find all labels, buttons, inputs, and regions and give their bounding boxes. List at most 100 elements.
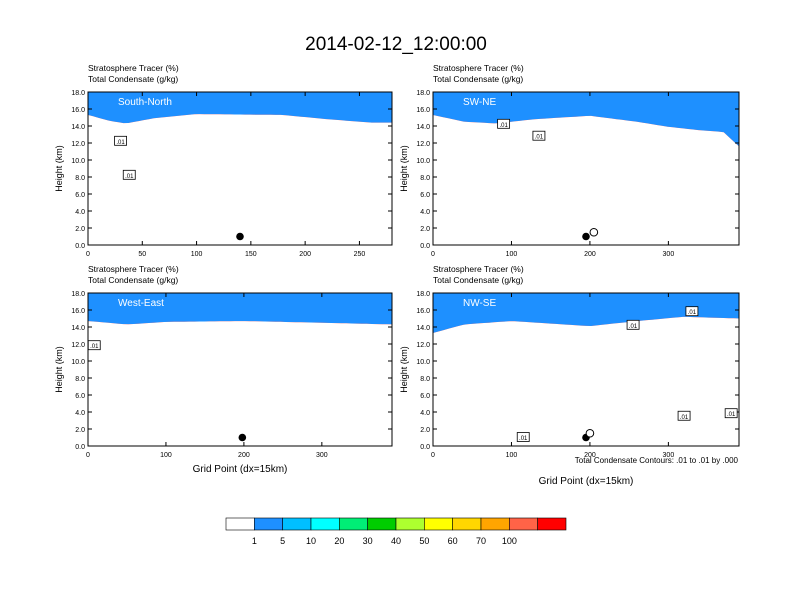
ytick-label: 12.0 — [71, 342, 85, 349]
ylabel: Height (km) — [54, 145, 64, 192]
ytick-label: 4.0 — [75, 410, 85, 417]
xtick-label: 200 — [584, 452, 596, 459]
contour-note: Total Condensate Contours: .01 to .01 by… — [575, 456, 739, 465]
ytick-label: 12.0 — [71, 141, 85, 148]
contour-label: .01 — [727, 412, 736, 418]
ytick-label: 6.0 — [420, 393, 430, 400]
ytick-label: 8.0 — [420, 376, 430, 383]
colorbar-swatch — [480, 517, 510, 531]
ytick-label: 8.0 — [420, 175, 430, 182]
ytick-label: 16.0 — [416, 107, 430, 114]
xtick-label: 100 — [191, 251, 203, 258]
panel-label: West-East — [118, 298, 164, 309]
contour-label: .01 — [629, 324, 638, 330]
ytick-label: 10.0 — [71, 359, 85, 366]
colorbar-label: 50 — [419, 536, 429, 546]
contour-label: .01 — [125, 174, 134, 180]
ytick-label: 14.0 — [416, 325, 430, 332]
xtick-label: 0 — [431, 251, 435, 258]
xtick-label: 250 — [354, 251, 366, 258]
contour-label-box — [87, 340, 101, 351]
subtitle-condensate: Total Condensate (g/kg) — [433, 275, 523, 285]
ytick-label: 14.0 — [71, 325, 85, 332]
colorbar-label: 20 — [334, 536, 344, 546]
ytick-label: 4.0 — [420, 410, 430, 417]
contour-label: .01 — [688, 310, 697, 316]
ytick-label: 2.0 — [75, 427, 85, 434]
xtick-label: 0 — [431, 452, 435, 459]
ytick-label: 8.0 — [75, 376, 85, 383]
colorbar-swatch — [367, 517, 397, 531]
ytick-label: 14.0 — [71, 124, 85, 131]
colorbar-swatch — [225, 517, 255, 531]
plot-frame — [432, 91, 740, 246]
location-marker-open — [585, 428, 595, 438]
ytick-label: 14.0 — [416, 124, 430, 131]
chart-panel-4: 0.0 2.0 4.0 6.0 8.0 10.0 12.0 14.0 16.0 18.0 0 100 2… — [399, 264, 740, 487]
plot-frame — [87, 91, 393, 246]
panels: 0.0 2.0 4.0 6.0 8.0 10.0 12.0 14.0 16.0 18.0 0 50 10… — [54, 63, 740, 487]
ylabel: Height (km) — [399, 145, 409, 192]
tracer-band-0 — [88, 293, 392, 325]
contour-label-box — [122, 169, 136, 180]
ytick-label: 0.0 — [75, 444, 85, 451]
xtick-label: 50 — [138, 251, 146, 258]
contour-label-box — [685, 306, 699, 317]
contour-label-box — [114, 135, 127, 146]
xtick-label: 200 — [238, 452, 250, 459]
subtitle-condensate: Total Condensate (g/kg) — [433, 74, 523, 84]
ytick-label: 12.0 — [416, 342, 430, 349]
figure-title: 2014-02-12_12:00:00 — [305, 34, 487, 55]
ytick-label: 4.0 — [75, 209, 85, 216]
ylabel: Height (km) — [399, 346, 409, 393]
xtick-label: 100 — [160, 452, 172, 459]
xtick-label: 200 — [584, 251, 596, 258]
ytick-label: 2.0 — [420, 226, 430, 233]
xtick-label: 300 — [316, 452, 328, 459]
ytick-label: 18.0 — [416, 291, 430, 298]
ytick-label: 12.0 — [416, 141, 430, 148]
contour-label: .01 — [535, 135, 544, 141]
xtick-label: 100 — [506, 452, 518, 459]
ytick-label: 2.0 — [420, 427, 430, 434]
chart-panel-3: 0.0 2.0 4.0 6.0 8.0 10.0 12.0 14.0 16.0 18.0 0 100 2… — [54, 264, 393, 475]
location-marker-filled — [236, 232, 244, 241]
xtick-label: 300 — [663, 251, 675, 258]
xtick-label: 0 — [86, 251, 90, 258]
xlabel: Grid Point (dx=15km) — [539, 476, 634, 487]
contour-label-box — [724, 408, 738, 419]
plot-area — [433, 293, 739, 446]
contour-label: .01 — [116, 140, 125, 146]
ytick-label: 2.0 — [75, 226, 85, 233]
contour-label: .01 — [519, 436, 528, 442]
colorbar-label: 100 — [502, 536, 517, 546]
ytick-label: 4.0 — [420, 209, 430, 216]
contour-label-box — [677, 410, 691, 421]
xtick-label: 300 — [663, 452, 675, 459]
subtitle-condensate: Total Condensate (g/kg) — [88, 275, 178, 285]
below-tropopause — [433, 316, 739, 446]
ylabel: Height (km) — [54, 346, 64, 393]
colorbar-swatch — [282, 517, 312, 531]
ytick-label: 0.0 — [75, 243, 85, 250]
colorbar-label: 40 — [391, 536, 401, 546]
location-marker-filled — [238, 433, 247, 442]
contour-label: .01 — [90, 344, 99, 350]
colorbar-swatch — [452, 517, 482, 531]
plot-area — [88, 92, 392, 245]
contour-label-box — [516, 432, 530, 442]
colorbar-label: 30 — [363, 536, 373, 546]
ytick-label: 10.0 — [71, 158, 85, 165]
below-tropopause — [88, 114, 392, 245]
ytick-label: 16.0 — [71, 107, 85, 114]
ytick-label: 6.0 — [420, 192, 430, 199]
ytick-label: 16.0 — [71, 308, 85, 315]
ytick-label: 10.0 — [416, 158, 430, 165]
colorbar-swatch — [310, 517, 340, 531]
ytick-label: 10.0 — [416, 359, 430, 366]
ytick-label: 6.0 — [75, 192, 85, 199]
subtitle-tracer: Stratosphere Tracer (%) — [433, 264, 524, 274]
tracer-band-0 — [88, 92, 392, 124]
tracer-band-0 — [433, 293, 739, 333]
contour-label: .01 — [680, 415, 689, 421]
